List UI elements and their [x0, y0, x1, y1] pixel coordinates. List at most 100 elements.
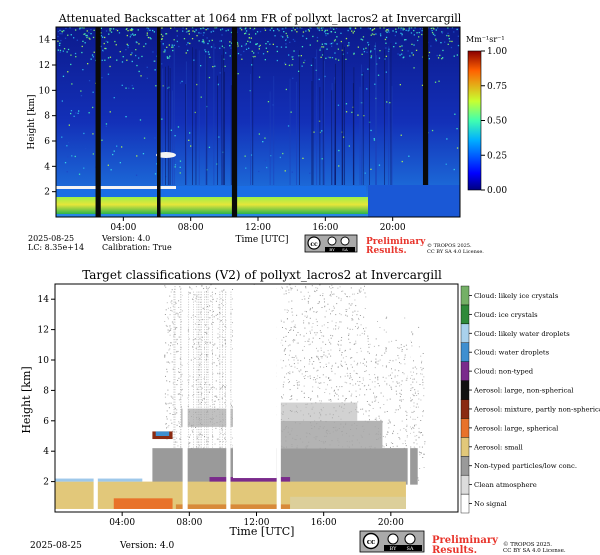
- svg-text:SA: SA: [342, 247, 348, 252]
- top-x-tick-label: 12:00: [245, 223, 271, 233]
- top-y-axis-label: Height [km]: [27, 94, 37, 149]
- cloud-water-patch: [155, 431, 170, 436]
- bottom-plot-area: [54, 283, 459, 513]
- top-y-tick-label: 6: [44, 137, 50, 147]
- colorbar-tick-label: 1.00: [487, 47, 507, 57]
- bottom-footer-date: 2025-08-25: [30, 541, 82, 551]
- bottom-y-axis-label: Height [km]: [20, 366, 33, 433]
- top-x-axis: 04:00 08:00 12:00 16:00 20:00: [110, 217, 406, 233]
- legend-swatch: [460, 493, 470, 514]
- top-y-tick-label: 10: [39, 86, 51, 96]
- bottom-preliminary-line2: Results.: [432, 545, 477, 555]
- legend-swatch: [460, 437, 470, 457]
- top-y-tick-label: 2: [44, 188, 50, 198]
- legend-label: Cloud: likely water droplets: [474, 330, 570, 338]
- svg-text:cc: cc: [310, 241, 318, 248]
- bottom-y-tick-label: 12: [38, 326, 49, 336]
- aerosol-large-spherical-layer: [113, 498, 173, 509]
- legend-label: Aerosol: mixture, partly non-spherical: [473, 405, 600, 413]
- top-plot-area: [55, 26, 461, 218]
- no-signal-gap: [276, 285, 281, 512]
- top-footer-date: 2025-08-25: [28, 234, 74, 243]
- legend-label: Cloud: ice crystals: [474, 311, 538, 319]
- bottom-x-tick-label: 16:00: [311, 518, 337, 528]
- top-gap: [422, 27, 429, 217]
- top-x-tick-label: 04:00: [110, 223, 136, 233]
- bottom-copyright-line1: © TROPOS 2025.: [503, 541, 552, 548]
- bottom-x-tick-label: 08:00: [176, 518, 202, 528]
- top-late-region: [368, 185, 460, 217]
- legend-label: Clean atmosphere: [474, 481, 537, 489]
- top-gap: [231, 27, 238, 217]
- top-cc-badge: cc BY SA: [304, 234, 358, 253]
- aerosol-small-lower: [290, 496, 406, 509]
- top-copyright-line2: CC BY SA 4.0 License.: [427, 249, 484, 255]
- bottom-x-tick-label: 04:00: [109, 518, 135, 528]
- by-icon: [327, 236, 337, 246]
- legend-swatch: [460, 474, 470, 495]
- colorbar-scale: [467, 50, 482, 191]
- top-chart-title: Attenuated Backscatter at 1064 nm FR of …: [58, 12, 462, 25]
- legend-swatch: [460, 342, 470, 362]
- legend-label: Aerosol: small: [473, 443, 523, 451]
- bottom-chart-title: Target classifications (V2) of pollyxt_l…: [82, 268, 442, 282]
- bottom-y-tick-label: 14: [38, 295, 50, 305]
- bottom-footer-version: Version: 4.0: [119, 541, 174, 551]
- bottom-copyright-line2: CC BY SA 4.0 License.: [503, 548, 566, 554]
- colorbar-unit: Mm⁻¹sr⁻¹: [466, 35, 505, 44]
- legend-swatch: [460, 323, 470, 343]
- bottom-class-legend: Cloud: likely ice crystals Cloud: ice cry…: [460, 285, 600, 514]
- legend-swatch: [460, 418, 470, 438]
- top-no-data-gaps: [95, 27, 460, 217]
- legend-label: Non-typed particles/low conc.: [474, 462, 577, 470]
- no-signal-gap: [407, 285, 411, 512]
- top-y-tick-label: 4: [44, 162, 50, 172]
- top-x-tick-label: 20:00: [380, 223, 406, 233]
- legend-swatch: [460, 399, 470, 419]
- bottom-x-axis-label: Time [UTC]: [230, 525, 295, 538]
- legend-label: No signal: [474, 500, 507, 508]
- top-y-tick-label: 12: [39, 61, 50, 71]
- cloud-nontyped-patch: [209, 477, 291, 482]
- top-boundary-layer: [56, 197, 368, 214]
- legend-label: Cloud: likely ice crystals: [474, 292, 559, 300]
- legend-label: Cloud: water droplets: [474, 349, 550, 357]
- aerosol-large-spherical-patch: [175, 504, 291, 509]
- top-colorbar: Mm⁻¹sr⁻¹ 0.00 0.25 0.50 0.75 1.00: [466, 35, 507, 196]
- top-y-tick-label: 14: [39, 36, 51, 46]
- colorbar-tick-label: 0.75: [487, 82, 507, 92]
- sa-icon: [340, 236, 350, 246]
- bottom-cc-badge: cc BY SA: [359, 530, 425, 553]
- cc-icon: [362, 532, 380, 550]
- top-x-tick-label: 16:00: [312, 223, 338, 233]
- legend-swatch: [460, 285, 470, 306]
- no-signal-gap: [232, 285, 277, 479]
- bottom-x-axis: 04:00 08:00 12:00 16:00 20:00: [109, 512, 404, 528]
- top-noise-speckle: [57, 27, 460, 178]
- top-footer-lc: LC: 8.35e+14: [28, 243, 84, 252]
- legend-label: Cloud: non-typed: [474, 368, 534, 376]
- legend-label: Aerosol: large, non-spherical: [473, 387, 573, 395]
- bottom-x-tick-label: 12:00: [244, 518, 270, 528]
- top-x-tick-label: 08:00: [178, 223, 204, 233]
- top-cloud-patch: [156, 152, 176, 158]
- bottom-x-tick-label: 20:00: [378, 518, 404, 528]
- top-preliminary-line1: Preliminary: [366, 237, 426, 247]
- top-gap: [95, 27, 101, 217]
- top-y-tick-label: 8: [44, 112, 50, 122]
- no-signal-gap: [182, 285, 188, 512]
- legend-swatch: [460, 361, 470, 381]
- svg-text:cc: cc: [367, 537, 376, 546]
- by-icon: [387, 533, 399, 545]
- top-copyright-line1: © TROPOS 2025.: [427, 242, 472, 249]
- no-signal-gap: [226, 285, 231, 512]
- sa-icon: [404, 533, 416, 545]
- svg-text:BY: BY: [329, 247, 335, 252]
- svg-text:SA: SA: [406, 546, 413, 552]
- svg-text:BY: BY: [390, 546, 398, 552]
- top-gap: [157, 27, 161, 217]
- cloud-droplet-layer: [55, 478, 143, 482]
- no-signal-gap: [93, 285, 98, 512]
- bottom-y-tick-label: 4: [43, 447, 49, 457]
- top-y-axis: 2 4 6 8 10 12 14: [39, 36, 56, 198]
